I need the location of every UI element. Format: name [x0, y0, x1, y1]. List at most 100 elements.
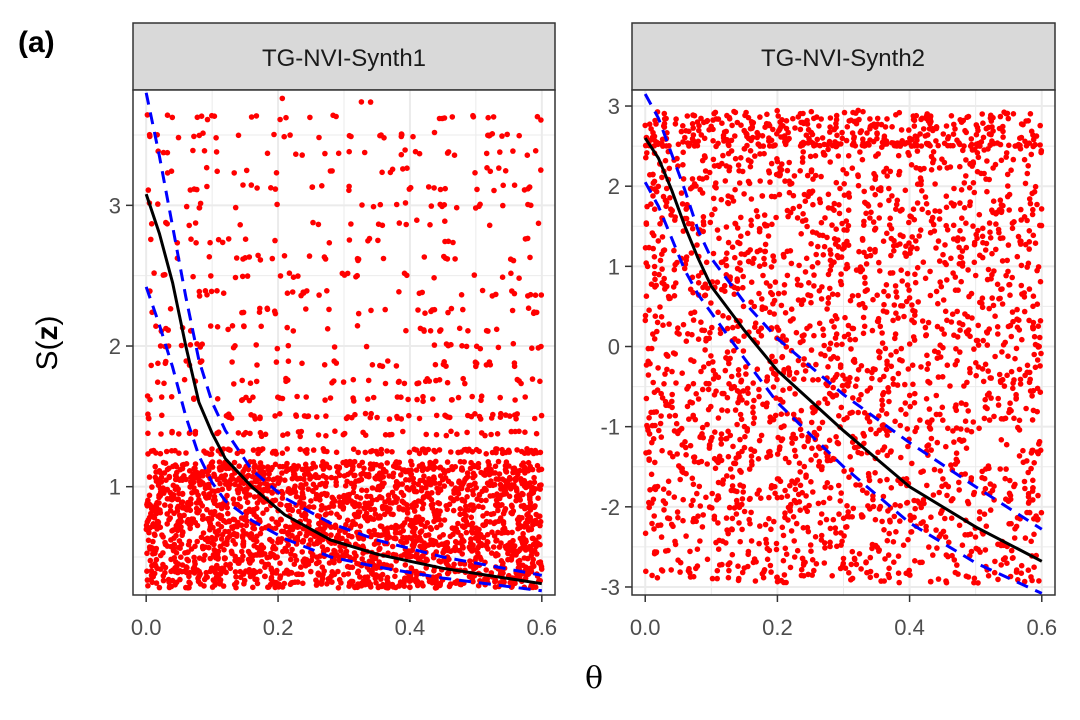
- data-point: [660, 193, 667, 200]
- data-point: [211, 541, 217, 548]
- data-point: [951, 439, 957, 445]
- data-point: [425, 184, 432, 190]
- data-point: [994, 324, 1001, 330]
- data-point: [899, 358, 905, 364]
- data-point: [971, 575, 978, 582]
- data-point: [272, 525, 279, 531]
- data-point: [421, 254, 428, 260]
- data-point: [710, 376, 717, 382]
- data-point: [959, 215, 965, 221]
- data-point: [761, 150, 767, 157]
- data-point: [829, 318, 835, 324]
- data-point: [949, 552, 955, 559]
- data-point: [352, 472, 358, 479]
- data-point: [844, 415, 850, 421]
- data-point: [1021, 156, 1028, 163]
- data-point: [791, 447, 798, 454]
- data-point: [705, 406, 712, 413]
- data-point: [651, 206, 658, 212]
- data-point: [521, 502, 527, 509]
- data-point: [289, 289, 296, 295]
- data-point: [232, 343, 238, 349]
- data-point: [902, 381, 908, 388]
- data-point: [357, 574, 363, 580]
- data-point: [1036, 578, 1042, 584]
- data-point: [790, 411, 797, 418]
- y-tick-label: 1: [109, 475, 121, 500]
- data-point: [235, 560, 241, 566]
- data-point: [160, 577, 167, 584]
- data-point: [458, 292, 465, 298]
- data-point: [365, 377, 372, 384]
- data-point: [816, 232, 823, 238]
- data-point: [928, 167, 935, 173]
- data-point: [475, 538, 482, 544]
- data-point: [1013, 391, 1019, 398]
- data-point: [293, 413, 300, 420]
- data-point: [250, 525, 256, 531]
- data-point: [366, 528, 372, 535]
- data-point: [520, 562, 526, 569]
- data-point: [1016, 453, 1023, 459]
- data-point: [936, 489, 942, 496]
- data-point: [834, 371, 840, 378]
- data-point: [849, 165, 856, 171]
- data-point: [1009, 225, 1016, 232]
- data-point: [382, 380, 389, 387]
- data-point: [491, 533, 498, 539]
- data-point: [393, 363, 400, 369]
- data-point: [154, 499, 160, 506]
- data-point: [495, 495, 502, 502]
- data-point: [691, 458, 698, 465]
- data-point: [645, 372, 652, 378]
- data-point: [761, 212, 768, 218]
- data-point: [756, 263, 763, 269]
- data-point: [876, 259, 882, 266]
- data-point: [867, 574, 874, 581]
- data-point: [800, 525, 807, 531]
- data-point: [643, 220, 650, 226]
- data-point: [250, 447, 257, 453]
- data-point: [253, 378, 260, 385]
- data-point: [238, 485, 244, 492]
- data-point: [393, 201, 400, 208]
- data-point: [271, 131, 277, 138]
- data-point: [164, 149, 171, 156]
- data-point: [412, 525, 419, 532]
- data-point: [433, 458, 439, 465]
- data-point: [357, 523, 364, 529]
- data-point: [851, 555, 858, 562]
- data-point: [907, 512, 913, 519]
- data-point: [321, 254, 328, 260]
- data-point: [537, 378, 543, 385]
- data-point: [646, 415, 652, 421]
- data-point: [936, 208, 943, 215]
- data-point: [873, 430, 879, 437]
- data-point: [944, 277, 950, 283]
- data-point: [178, 513, 184, 519]
- data-point: [158, 394, 165, 400]
- data-point: [825, 191, 832, 198]
- data-point: [810, 489, 816, 495]
- data-point: [329, 579, 335, 585]
- data-point: [1034, 357, 1041, 363]
- data-point: [704, 285, 711, 291]
- data-point: [346, 532, 352, 539]
- data-point: [939, 326, 945, 332]
- data-point: [831, 324, 837, 330]
- data-point: [816, 288, 823, 294]
- data-point: [270, 543, 277, 550]
- data-point: [420, 393, 426, 400]
- data-point: [210, 524, 216, 531]
- data-point: [473, 484, 480, 491]
- data-point: [464, 474, 471, 480]
- data-point: [184, 564, 190, 571]
- data-point: [758, 432, 765, 439]
- data-point: [1026, 379, 1033, 386]
- data-point: [815, 400, 822, 406]
- data-point: [707, 329, 713, 336]
- data-point: [720, 152, 726, 159]
- data-point: [796, 262, 802, 269]
- data-point: [816, 458, 823, 465]
- data-point: [923, 201, 930, 207]
